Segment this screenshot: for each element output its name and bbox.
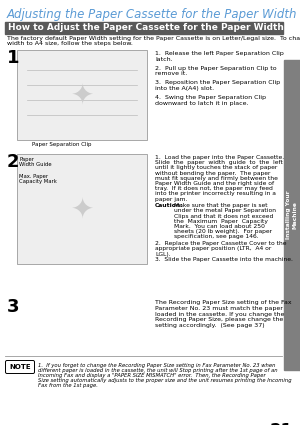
Text: 3: 3 <box>7 298 20 316</box>
FancyBboxPatch shape <box>5 360 34 374</box>
Text: width to A4 size, follow the steps below.: width to A4 size, follow the steps below… <box>7 41 133 46</box>
Text: 4.  Swing the Paper Separation Clip: 4. Swing the Paper Separation Clip <box>155 95 266 100</box>
Text: 3.  Slide the Paper Cassette into the machine.: 3. Slide the Paper Cassette into the mac… <box>155 257 293 262</box>
Text: The factory default Paper Width setting for the Paper Cassette is on Letter/Lega: The factory default Paper Width setting … <box>7 36 300 41</box>
Text: 1.  Release the left Paper Separation Clip: 1. Release the left Paper Separation Cli… <box>155 51 284 56</box>
Text: Incoming Fax and display a "PAPER SIZE MISMATCH" error.  Then, the Recording Pap: Incoming Fax and display a "PAPER SIZE M… <box>38 373 266 378</box>
Text: Clips and that it does not exceed: Clips and that it does not exceed <box>174 214 273 219</box>
Text: NOTE: NOTE <box>9 364 31 370</box>
Text: until it lightly touches the stack of paper: until it lightly touches the stack of pa… <box>155 165 278 170</box>
Text: Mark.  You can load about 250: Mark. You can load about 250 <box>174 224 265 229</box>
Text: under the metal Paper Separation: under the metal Paper Separation <box>174 209 276 213</box>
Text: Paper Width Guide and the right side of: Paper Width Guide and the right side of <box>155 181 274 186</box>
Text: Paper: Paper <box>19 157 34 162</box>
Text: Capacity Mark: Capacity Mark <box>19 179 57 184</box>
Text: Max. Paper: Max. Paper <box>19 174 48 179</box>
Text: The Recording Paper Size setting of the Fax: The Recording Paper Size setting of the … <box>155 300 292 305</box>
Bar <box>17 154 147 264</box>
Text: Parameter No. 23 must match the paper: Parameter No. 23 must match the paper <box>155 306 283 311</box>
Text: 3.  Reposition the Paper Separation Clip: 3. Reposition the Paper Separation Clip <box>155 80 280 85</box>
Text: 2.  Replace the Paper Cassette Cover to the: 2. Replace the Paper Cassette Cover to t… <box>155 241 286 246</box>
Text: How to Adjust the Paper Cassette for the Paper Width: How to Adjust the Paper Cassette for the… <box>8 23 284 31</box>
Text: ✦: ✦ <box>70 81 94 109</box>
Text: into the A(A4) slot.: into the A(A4) slot. <box>155 86 214 91</box>
Text: Installing Your
Machine: Installing Your Machine <box>286 191 298 239</box>
Text: the  Maximum  Paper  Capacity: the Maximum Paper Capacity <box>174 219 268 224</box>
Text: 2.  Pull up the Paper Separation Clip to: 2. Pull up the Paper Separation Clip to <box>155 65 277 71</box>
Text: Make sure that the paper is set: Make sure that the paper is set <box>174 203 268 208</box>
Bar <box>284 60 300 370</box>
Text: different paper is loaded in the cassette, the unit will Stop printing after the: different paper is loaded in the cassett… <box>38 368 278 373</box>
Text: loaded in the cassette. If you change the: loaded in the cassette. If you change th… <box>155 312 284 317</box>
Text: specification, see page 146.: specification, see page 146. <box>174 235 259 240</box>
Text: remove it.: remove it. <box>155 71 187 76</box>
Bar <box>5 22 283 34</box>
Text: Fax from the 1st page.: Fax from the 1st page. <box>38 382 98 388</box>
Text: ✦: ✦ <box>70 195 94 223</box>
Text: 2: 2 <box>7 153 20 171</box>
Text: Caution:: Caution: <box>155 203 184 208</box>
Text: LGL).: LGL). <box>155 252 171 257</box>
Text: Adjusting the Paper Cassette for the Paper Width: Adjusting the Paper Cassette for the Pap… <box>7 8 298 21</box>
Text: appropriate paper position (LTR,  A4 or: appropriate paper position (LTR, A4 or <box>155 246 272 252</box>
Text: Recording Paper Size, please change the: Recording Paper Size, please change the <box>155 317 283 323</box>
Text: 1.  If you forget to change the Recording Paper Size setting in Fax Parameter No: 1. If you forget to change the Recording… <box>38 363 275 368</box>
Text: downward to latch it in place.: downward to latch it in place. <box>155 101 248 105</box>
Text: Size setting automatically adjusts to the proper size and the unit resumes print: Size setting automatically adjusts to th… <box>38 378 292 382</box>
Bar <box>17 50 147 140</box>
Text: 1: 1 <box>7 49 20 67</box>
Text: Paper Separation Clip: Paper Separation Clip <box>32 142 92 147</box>
Text: paper jam.: paper jam. <box>155 197 188 201</box>
Text: tray.  If it does not, the paper may feed: tray. If it does not, the paper may feed <box>155 186 273 191</box>
Text: sheets (20 lb weight).  For paper: sheets (20 lb weight). For paper <box>174 230 272 234</box>
Text: 1.  Load the paper into the Paper Cassette.: 1. Load the paper into the Paper Cassett… <box>155 155 284 160</box>
Text: Width Guide: Width Guide <box>19 162 52 167</box>
Text: setting accordingly.  (See page 37): setting accordingly. (See page 37) <box>155 323 265 328</box>
Text: 21: 21 <box>270 422 293 425</box>
Text: without bending the paper.  The paper: without bending the paper. The paper <box>155 170 271 176</box>
Text: into the printer incorrectly resulting in a: into the printer incorrectly resulting i… <box>155 191 276 196</box>
Text: must fit squarely and firmly between the: must fit squarely and firmly between the <box>155 176 278 181</box>
Text: Slide  the  paper  width  guide  to  the  left: Slide the paper width guide to the left <box>155 160 283 165</box>
Text: latch.: latch. <box>155 57 172 62</box>
